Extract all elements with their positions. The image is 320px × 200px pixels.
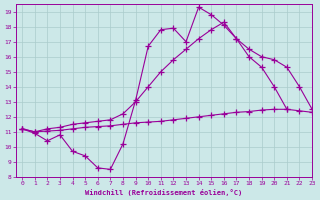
X-axis label: Windchill (Refroidissement éolien,°C): Windchill (Refroidissement éolien,°C)	[85, 189, 243, 196]
